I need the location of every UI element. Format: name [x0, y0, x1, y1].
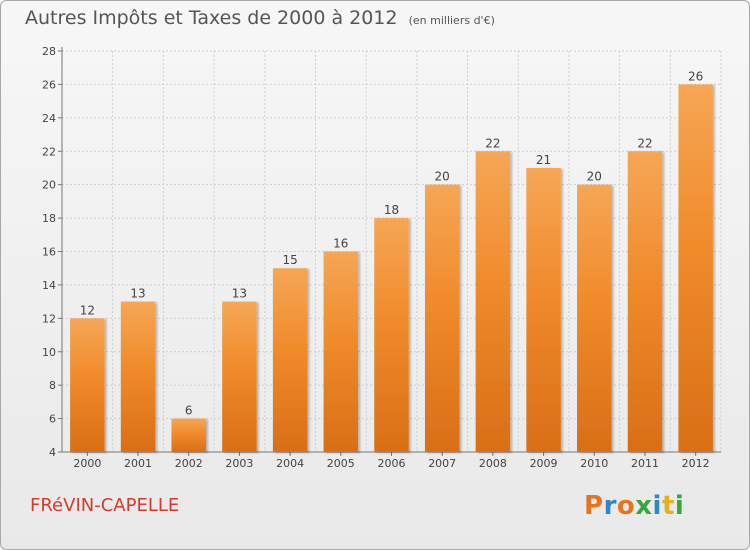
data-label-2009: 21 [536, 153, 551, 167]
y-tick-label: 18 [42, 212, 56, 225]
x-tick-label-2003: 2003 [225, 457, 253, 470]
x-tick-label-2012: 2012 [682, 457, 710, 470]
bar-2001 [120, 301, 156, 452]
data-label-2003: 13 [232, 287, 247, 301]
commune-name: FRéVIN-CAPELLE [30, 495, 180, 516]
bar-2011 [627, 151, 663, 452]
bar-2009 [526, 167, 561, 453]
logo-letter: i [652, 491, 662, 521]
bar-2002 [171, 418, 206, 452]
y-tick-label: 28 [42, 45, 56, 58]
x-tick-label-2007: 2007 [428, 457, 456, 470]
x-tick-label-2005: 2005 [327, 457, 355, 470]
x-tick-label-2000: 2000 [73, 457, 101, 470]
y-tick-label: 8 [49, 379, 56, 392]
logo-letter: i [674, 491, 685, 521]
y-tick-label: 14 [42, 279, 56, 292]
logo-letter: r [603, 491, 617, 521]
x-tick-label-2008: 2008 [479, 457, 507, 470]
y-tick-label: 24 [42, 112, 56, 125]
x-tick-label-2006: 2006 [378, 457, 406, 470]
logo-letter: P [584, 491, 604, 521]
data-label-2001: 13 [130, 287, 145, 301]
bar-2006 [374, 218, 409, 452]
logo-letter: o [616, 491, 636, 521]
data-label-2005: 16 [333, 237, 348, 251]
logo-letter: x [635, 491, 653, 521]
x-tick-label-2009: 2009 [530, 457, 558, 470]
bar-2005 [323, 251, 359, 452]
bar-2012 [678, 84, 713, 453]
y-tick-label: 12 [42, 312, 56, 325]
x-tick-label-2001: 2001 [124, 457, 152, 470]
x-tick-label-2010: 2010 [580, 457, 608, 470]
data-label-2012: 26 [688, 69, 703, 83]
chart-title-row: Autres Impôts et Taxes de 2000 à 2012 (e… [25, 7, 495, 29]
bar-2003 [222, 301, 257, 452]
logo-letter: t [661, 491, 675, 521]
y-tick-label: 4 [49, 446, 56, 459]
bar-2007 [424, 184, 460, 452]
y-tick-label: 26 [42, 78, 56, 91]
x-tick-label-2004: 2004 [276, 457, 304, 470]
x-tick-label-2011: 2011 [631, 457, 659, 470]
proxiti-logo: Proxiti [584, 491, 684, 521]
y-tick-label: 16 [42, 246, 56, 259]
data-label-2002: 6 [185, 404, 193, 418]
bar-2000 [70, 318, 105, 452]
data-label-2006: 18 [384, 203, 399, 217]
chart-subtitle: (en milliers d'€) [408, 14, 495, 27]
x-tick-label-2002: 2002 [175, 457, 203, 470]
data-label-2000: 12 [80, 303, 95, 317]
data-label-2007: 20 [435, 170, 450, 184]
data-label-2004: 15 [282, 253, 297, 267]
data-label-2008: 22 [485, 136, 500, 150]
bar-2010 [577, 184, 612, 452]
y-tick-label: 22 [42, 145, 56, 158]
y-tick-label: 6 [49, 413, 56, 426]
data-label-2010: 20 [587, 170, 602, 184]
bar-2004 [272, 268, 308, 452]
bar-2008 [475, 151, 511, 452]
y-tick-label: 10 [42, 346, 56, 359]
data-label-2011: 22 [637, 136, 652, 150]
y-tick-label: 20 [42, 179, 56, 192]
chart-title: Autres Impôts et Taxes de 2000 à 2012 [25, 7, 398, 29]
